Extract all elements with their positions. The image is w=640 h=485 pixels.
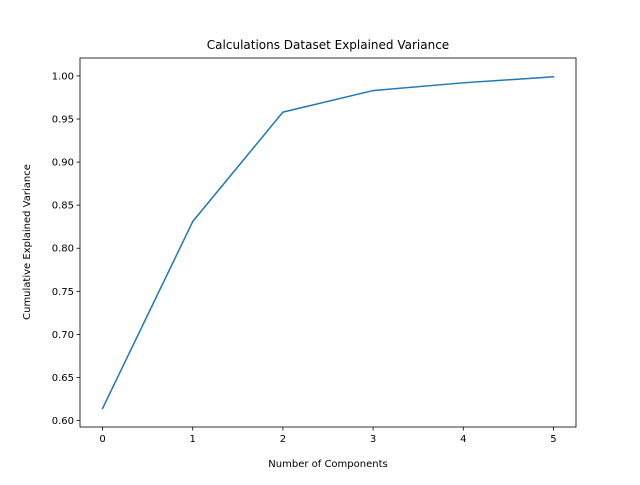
x-tick-label: 3 (370, 434, 376, 445)
y-tick-label: 0.65 (52, 373, 74, 384)
y-tick-label: 0.70 (52, 330, 74, 341)
x-axis-label: Number of Components (268, 459, 387, 470)
y-tick-label: 0.80 (52, 244, 74, 255)
y-tick-label: 1.00 (52, 71, 74, 82)
chart-title: Calculations Dataset Explained Variance (207, 38, 449, 52)
y-axis-label: Cumulative Explained Variance (22, 164, 33, 320)
x-tick-label: 5 (550, 434, 556, 445)
y-tick-label: 0.90 (52, 158, 74, 169)
y-tick-label: 0.95 (52, 114, 74, 125)
y-tick-label: 0.60 (52, 416, 74, 427)
x-tick-label: 2 (280, 434, 286, 445)
x-tick-label: 1 (190, 434, 196, 445)
x-tick-label: 0 (99, 434, 105, 445)
y-tick-label: 0.75 (52, 287, 74, 298)
x-tick-label: 4 (460, 434, 466, 445)
y-tick-label: 0.85 (52, 201, 74, 212)
